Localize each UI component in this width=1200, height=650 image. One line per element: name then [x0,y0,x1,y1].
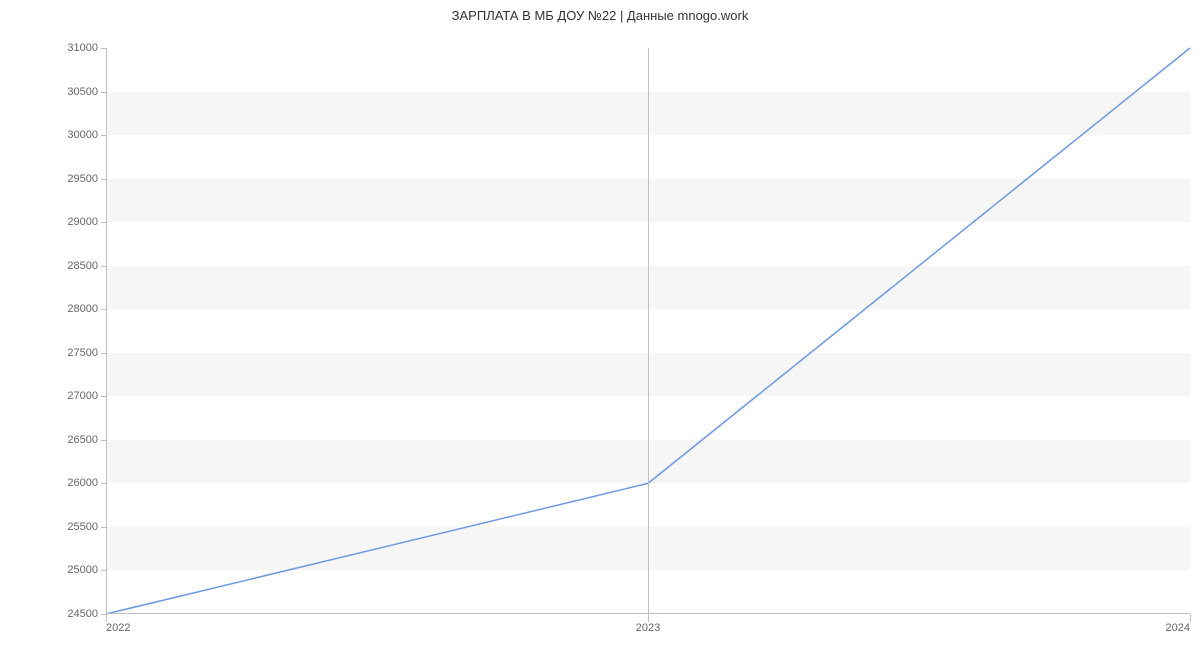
x-tick-mark [648,614,649,622]
x-tick-label: 2022 [106,622,130,634]
y-tick-mark [101,309,106,310]
x-tick-label: 2024 [1166,622,1190,634]
y-tick-mark [101,92,106,93]
y-tick-label: 28000 [67,303,98,315]
y-tick-mark [101,353,106,354]
y-tick-mark [101,179,106,180]
x-gridline [648,48,649,614]
y-tick-label: 28500 [67,260,98,272]
y-tick-mark [101,266,106,267]
y-tick-mark [101,396,106,397]
x-tick-mark [1190,614,1191,622]
y-axis-line [106,48,107,614]
y-tick-label: 31000 [67,42,98,54]
y-tick-label: 30500 [67,86,98,98]
x-tick-label: 2023 [636,622,660,634]
y-tick-mark [101,570,106,571]
y-tick-label: 30000 [67,129,98,141]
y-tick-label: 29500 [67,173,98,185]
y-tick-mark [101,135,106,136]
y-tick-mark [101,483,106,484]
y-tick-mark [101,527,106,528]
y-tick-label: 29000 [67,216,98,228]
y-tick-label: 24500 [67,608,98,620]
y-tick-label: 26500 [67,434,98,446]
x-tick-mark [106,614,107,622]
y-tick-label: 26000 [67,477,98,489]
y-tick-mark [101,440,106,441]
salary-chart: ЗАРПЛАТА В МБ ДОУ №22 | Данные mnogo.wor… [0,0,1200,650]
y-tick-label: 25000 [67,564,98,576]
y-tick-mark [101,222,106,223]
chart-title: ЗАРПЛАТА В МБ ДОУ №22 | Данные mnogo.wor… [0,8,1200,23]
y-tick-label: 27000 [67,390,98,402]
plot-area: 2450025000255002600026500270002750028000… [106,48,1190,614]
y-tick-label: 25500 [67,521,98,533]
y-tick-mark [101,48,106,49]
y-tick-label: 27500 [67,347,98,359]
